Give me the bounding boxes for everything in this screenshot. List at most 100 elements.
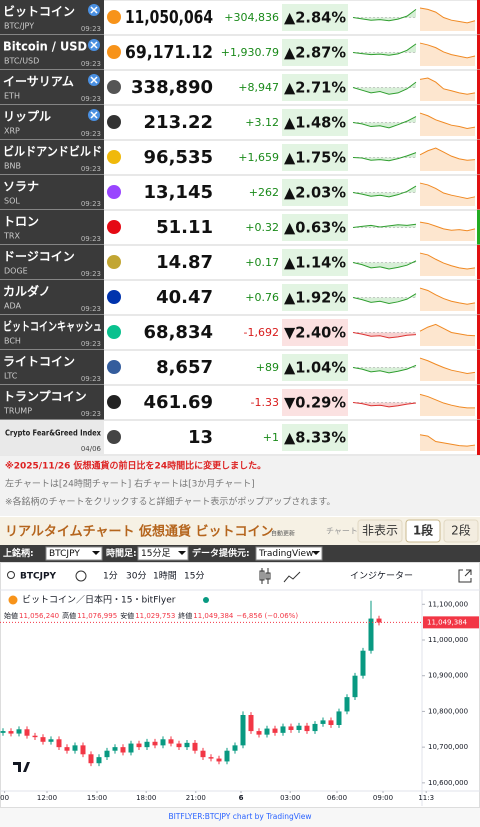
- pct: ▲1.04%: [284, 359, 346, 377]
- coin-symbol: BTC/JPY: [4, 22, 34, 31]
- interval[interactable]: 1時間: [153, 571, 177, 582]
- spark-line[interactable]: [419, 112, 476, 129]
- controls-bg: [0, 545, 480, 562]
- spark-area[interactable]: [420, 394, 475, 416]
- toggle-label[interactable]: 1段: [413, 523, 434, 538]
- price-tick-label: 10,900,000: [428, 672, 468, 680]
- time-tick-label: 15:00: [87, 794, 107, 802]
- coin-icon: [107, 220, 121, 234]
- spark-area[interactable]: [353, 152, 416, 161]
- spark-area[interactable]: [420, 148, 475, 171]
- spark-line[interactable]: [419, 252, 476, 270]
- footer[interactable]: BITFLYER:BTCJPY chart by TradingView: [168, 812, 311, 821]
- toggle-button[interactable]: [357, 519, 403, 543]
- spark-line[interactable]: [419, 221, 476, 232]
- time-tick-label: 11:3: [418, 794, 434, 802]
- spark-line[interactable]: [419, 434, 476, 447]
- spark-area[interactable]: [353, 43, 416, 56]
- change: +3.12: [245, 116, 279, 129]
- toggle-button[interactable]: [443, 519, 479, 543]
- candle-body: [200, 750, 206, 758]
- spark-line[interactable]: [352, 43, 417, 56]
- spark-line[interactable]: [352, 223, 417, 228]
- select-value[interactable]: TradingView: [258, 549, 313, 559]
- name-cell: [0, 420, 104, 455]
- spark-line[interactable]: [419, 182, 476, 199]
- spark-line[interactable]: [352, 81, 417, 95]
- candle-body: [160, 739, 166, 746]
- ohlc-value: 11,056,240: [19, 612, 59, 620]
- change: +0.76: [245, 291, 279, 304]
- spark-line[interactable]: [419, 287, 476, 305]
- spark-area[interactable]: [353, 402, 416, 407]
- spark-line[interactable]: [352, 185, 417, 198]
- spark-line[interactable]: [352, 260, 417, 270]
- spark-line[interactable]: [419, 357, 476, 374]
- coin-icon: [107, 255, 121, 269]
- coin-name: Bitcoin / USD: [3, 40, 87, 54]
- ohlc-value: 11,029,753: [135, 612, 175, 620]
- spark-line[interactable]: [352, 293, 417, 304]
- status-strip: [477, 420, 480, 455]
- select[interactable]: [137, 546, 189, 561]
- status-strip: [477, 105, 480, 140]
- candle-body: [104, 750, 110, 758]
- name-cell: [0, 35, 104, 70]
- spark-line[interactable]: [352, 364, 417, 374]
- spark-line[interactable]: [352, 8, 417, 22]
- coin-icon: [107, 290, 121, 304]
- spark-area[interactable]: [420, 222, 475, 241]
- spark-line[interactable]: [352, 116, 417, 129]
- change: +8,947: [238, 81, 279, 94]
- spark-line[interactable]: [419, 42, 476, 59]
- spark-area[interactable]: [353, 186, 416, 197]
- candle-body: [40, 737, 46, 742]
- spark-area[interactable]: [420, 324, 475, 346]
- select[interactable]: [45, 546, 103, 561]
- interval[interactable]: 30分: [126, 571, 146, 582]
- ohlc-change: −6,856 (−0.06%): [236, 612, 298, 620]
- candle-body: [176, 743, 182, 748]
- spark-area[interactable]: [420, 434, 475, 451]
- change: +1,930.79: [221, 46, 279, 59]
- coin-name: リップル: [3, 109, 51, 124]
- coin-icon: [107, 115, 121, 129]
- coin-icon: [107, 150, 121, 164]
- interval[interactable]: 15分: [184, 571, 204, 582]
- spark-line[interactable]: [352, 332, 417, 339]
- spark-line[interactable]: [419, 77, 476, 95]
- pct-cell: [282, 389, 348, 416]
- candle-body: [312, 723, 318, 732]
- spark-line[interactable]: [419, 393, 475, 409]
- time: 09:23: [81, 410, 101, 418]
- select[interactable]: [255, 546, 323, 561]
- symbol[interactable]: BTCJPY: [20, 572, 57, 582]
- spark-area[interactable]: [353, 116, 416, 128]
- coin-symbol: ADA: [4, 302, 21, 311]
- change: -1,692: [244, 326, 279, 339]
- spark-area[interactable]: [420, 8, 475, 32]
- spark-area[interactable]: [420, 43, 475, 66]
- toggle-label[interactable]: 非表示: [362, 524, 398, 538]
- time: 09:23: [81, 270, 101, 278]
- interval[interactable]: 1分: [103, 571, 118, 582]
- spark-line[interactable]: [352, 402, 417, 408]
- candle-body: [240, 715, 246, 746]
- toggle-button[interactable]: [405, 519, 441, 543]
- spark-line[interactable]: [419, 7, 476, 24]
- spark-line[interactable]: [352, 152, 417, 162]
- toggle-label[interactable]: 2段: [451, 523, 471, 538]
- price: 11,050,064: [125, 7, 213, 28]
- candle-body: [144, 741, 150, 748]
- coin-icon: [107, 360, 121, 374]
- spark-area[interactable]: [420, 78, 475, 101]
- spark-area[interactable]: [353, 82, 416, 95]
- candle-body: [344, 697, 350, 712]
- select-value[interactable]: 15分足: [141, 548, 170, 559]
- select-value[interactable]: BTCJPY: [49, 549, 80, 559]
- spark-line[interactable]: [419, 323, 476, 337]
- spark-line[interactable]: [419, 147, 476, 161]
- candle-body: [72, 745, 78, 751]
- indicators[interactable]: インジケーター: [350, 571, 413, 582]
- spark-area[interactable]: [353, 332, 416, 338]
